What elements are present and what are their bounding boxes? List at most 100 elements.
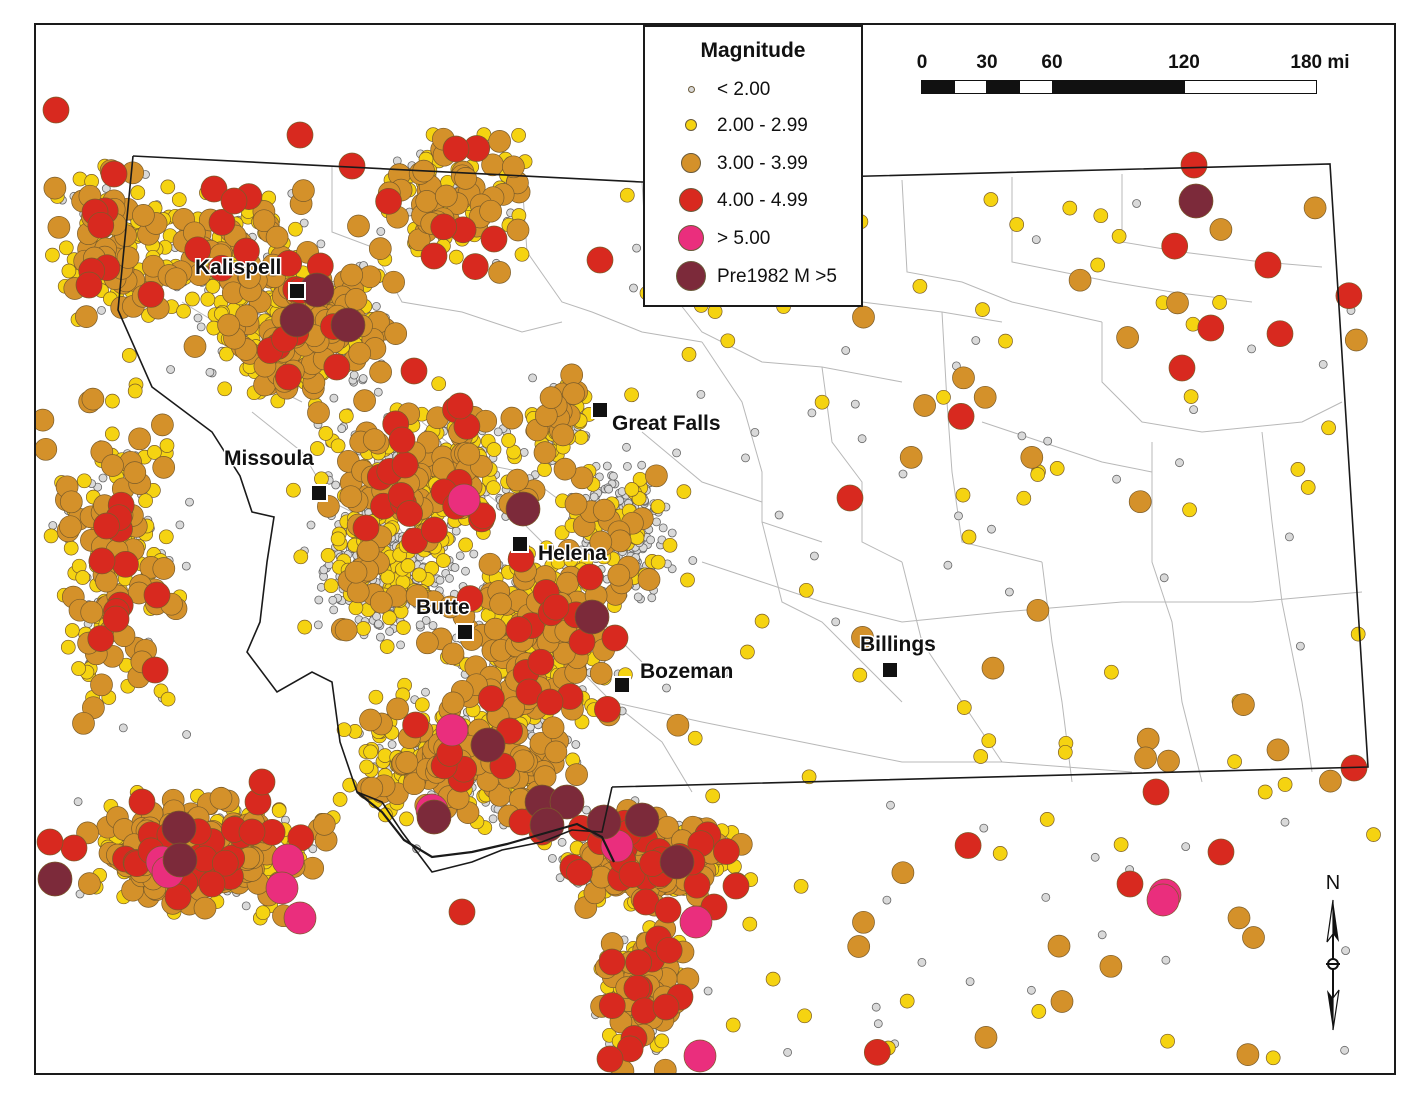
epicenter-m4 — [42, 96, 70, 124]
epicenter-m2 — [1016, 490, 1032, 506]
epicenter-m2 — [359, 759, 374, 775]
epicenter-m3 — [405, 584, 429, 608]
epicenter-lt2 — [1161, 955, 1171, 965]
epicenter-m4 — [238, 818, 266, 846]
epicenter-m3 — [1266, 738, 1290, 762]
epicenter-m4 — [542, 593, 570, 621]
scale-segment — [1052, 80, 1185, 94]
city-marker-butte[interactable] — [456, 623, 474, 641]
epicenter-m2 — [619, 187, 635, 203]
epicenter-lt2 — [954, 511, 963, 521]
earthquake-epicenters — [36, 96, 1381, 1073]
epicenter-m4 — [478, 685, 505, 712]
epicenter-m3 — [454, 167, 477, 190]
epicenter-lt2 — [358, 374, 368, 383]
epicenter-m2 — [486, 442, 502, 457]
city-label-missoula: Missoula — [224, 447, 314, 470]
epicenter-m3 — [209, 787, 233, 810]
epicenter-m3 — [1047, 934, 1071, 958]
county-line — [701, 341, 823, 543]
epicenter-m2 — [330, 438, 346, 454]
epicenter-m2 — [1227, 754, 1242, 769]
epicenter-m3 — [541, 716, 565, 740]
epicenter-lt2 — [1031, 235, 1041, 245]
epicenter-m4 — [446, 392, 474, 420]
epicenter-m3 — [36, 408, 55, 432]
epicenter-m4 — [420, 242, 448, 270]
epicenter-m4 — [275, 363, 302, 391]
epicenter-m2 — [1265, 1050, 1281, 1066]
epicenter-m4 — [112, 550, 139, 578]
epicenter-m3 — [1068, 268, 1092, 292]
epicenter-m2 — [662, 537, 678, 553]
legend-row-m5: > 5.00 — [645, 221, 861, 255]
epicenter-m3 — [589, 661, 613, 685]
epicenter-pre — [416, 799, 452, 835]
county-line — [641, 431, 763, 503]
city-marker-helena[interactable] — [511, 535, 529, 553]
epicenter-m4 — [601, 624, 629, 652]
seismicity-map[interactable]: Kalispell Missoula Great Falls Helena Butte B… — [36, 25, 1396, 1075]
epicenter-m3 — [362, 428, 386, 452]
epicenter-m2 — [368, 689, 384, 705]
epicenter-m2 — [650, 499, 666, 514]
epicenter-m3 — [265, 225, 289, 249]
epicenter-m3 — [344, 560, 368, 584]
epicenter-m2 — [71, 661, 86, 676]
epicenter-pre — [549, 784, 585, 820]
epicenter-m3 — [483, 617, 507, 641]
epicenter-m2 — [338, 408, 354, 424]
epicenter-m2 — [1030, 467, 1046, 482]
epicenter-m3 — [353, 389, 376, 412]
epicenter-m2 — [1350, 626, 1366, 642]
epicenter-lt2 — [306, 520, 316, 530]
epicenter-m2 — [992, 846, 1008, 861]
epicenter-m2 — [1183, 389, 1199, 404]
scale-segment — [954, 80, 987, 94]
epicenter-m3 — [81, 387, 105, 411]
county-line — [1101, 322, 1343, 433]
epicenter-lt2 — [886, 800, 895, 810]
epicenter-m2 — [705, 788, 721, 804]
epicenter-m4 — [141, 656, 169, 684]
city-marker-bozeman[interactable] — [613, 676, 631, 694]
epicenter-m2 — [554, 525, 570, 541]
epicenter-m3 — [382, 270, 405, 294]
epicenter-m2 — [160, 179, 176, 195]
epicenter-m3 — [151, 413, 174, 437]
county-line — [761, 521, 903, 703]
epicenter-m2 — [356, 621, 371, 636]
legend-label: Pre1982 M >5 — [717, 266, 837, 287]
epicenter-m3 — [478, 552, 502, 576]
epicenter-m3 — [80, 600, 104, 624]
epicenter-m3 — [608, 529, 632, 553]
epicenter-m2 — [286, 482, 301, 498]
city-marker-billings[interactable] — [881, 661, 899, 679]
epicenter-m4 — [1254, 251, 1282, 279]
epicenter-lt2 — [857, 434, 867, 444]
epicenter-m3 — [489, 592, 512, 616]
epicenter-m4 — [143, 581, 171, 609]
epicenter-lt2 — [637, 460, 647, 470]
epicenter-pre — [624, 802, 660, 838]
legend-row-m3: 3.00 - 3.99 — [645, 146, 861, 180]
city-marker-great-falls[interactable] — [591, 401, 609, 419]
epicenter-m3 — [183, 335, 207, 358]
epicenter-m3 — [913, 394, 936, 417]
epicenter-m2 — [76, 473, 92, 489]
epicenter-m2 — [399, 811, 414, 827]
city-label-helena: Helena — [538, 542, 607, 565]
city-marker-kalispell[interactable] — [288, 282, 306, 300]
legend-label: 3.00 - 3.99 — [717, 153, 808, 174]
city-marker-missoula[interactable] — [310, 484, 328, 502]
epicenter-lt2 — [488, 814, 498, 824]
epicenter-m4 — [286, 121, 314, 149]
epicenter-m2 — [61, 263, 77, 279]
epicenter-m2 — [330, 531, 346, 547]
epicenter-lt2 — [979, 823, 989, 833]
epicenter-m2 — [323, 578, 339, 594]
epicenter-lt2 — [373, 387, 383, 397]
epicenter-m2 — [396, 620, 411, 635]
epicenter-m4 — [396, 500, 423, 527]
epicenter-m2 — [650, 554, 666, 570]
